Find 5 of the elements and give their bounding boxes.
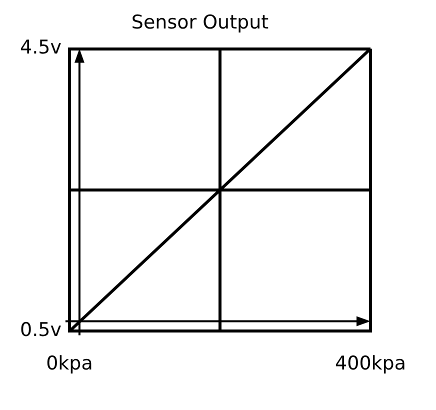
x-tick-label: 400kpa [335, 352, 406, 375]
chart-title: Sensor Output [131, 11, 269, 34]
x-tick-label: 0kpa [46, 352, 93, 375]
y-tick-label: 0.5v [20, 319, 62, 342]
y-tick-label: 4.5v [20, 36, 62, 59]
